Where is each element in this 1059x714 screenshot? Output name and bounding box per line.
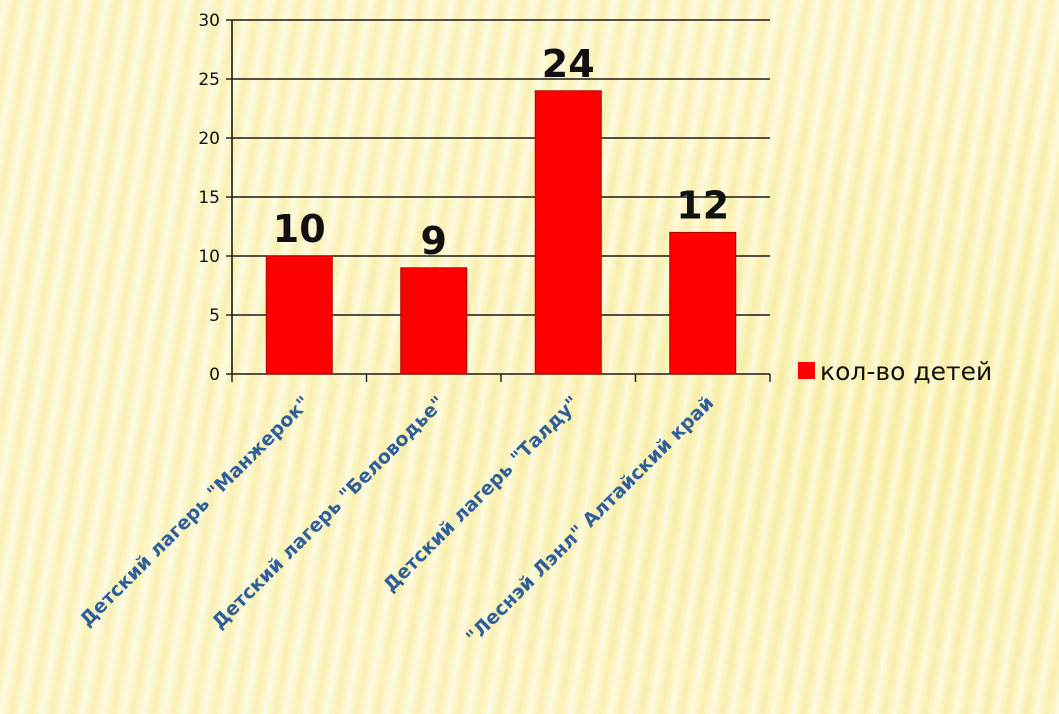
y-tick-label: 25 [198, 70, 220, 90]
y-tick-label: 30 [198, 11, 220, 31]
y-tick-label: 10 [198, 247, 220, 267]
y-tick-label: 20 [198, 129, 220, 149]
legend-swatch [798, 362, 815, 379]
bar [534, 90, 602, 375]
category-labels: Детский лагерь "Манжерок"Детский лагерь … [76, 392, 719, 648]
bar [265, 255, 333, 375]
category-label: "Леснэй Лэнл" Алтайский край [462, 392, 718, 648]
legend-label: кол-во детей [820, 357, 992, 386]
y-tick-label: 5 [209, 306, 220, 326]
bars [265, 90, 737, 375]
y-tick-label: 15 [198, 188, 220, 208]
data-labels: 10 9 24 12 [273, 42, 729, 263]
data-label: 10 [273, 207, 326, 251]
y-tick-label: 0 [209, 365, 220, 385]
data-label: 12 [676, 183, 729, 227]
category-label: Детский лагерь "Манжерок" [76, 392, 315, 631]
category-label: Детский лагерь "Беловодье" [208, 392, 449, 633]
bar [669, 231, 737, 375]
bar [400, 267, 468, 375]
data-label: 24 [542, 42, 595, 86]
legend: кол-во детей [798, 357, 992, 386]
data-label: 9 [421, 219, 447, 263]
